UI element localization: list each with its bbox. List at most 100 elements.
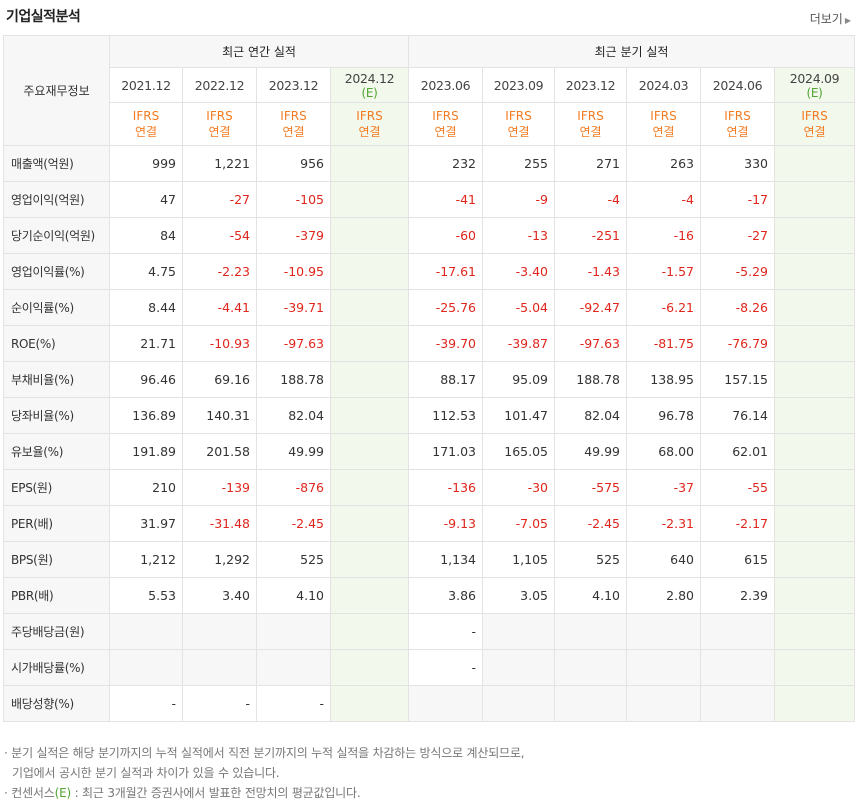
table-cell: -5.04 — [482, 289, 555, 326]
table-cell: -10.95 — [256, 253, 331, 290]
table-row: PER(배) 31.97 -31.48 -2.45 -9.13 -7.05 -2.45 -2.… — [3, 505, 856, 542]
table-cell: -4 — [554, 181, 627, 218]
table-row: ROE(%) 21.71 -10.93 -97.63 -39.70 -39.87 -97.6… — [3, 325, 856, 362]
period-label: 2024.09 — [789, 70, 840, 86]
table-cell: 5.53 — [109, 577, 183, 614]
table-cell — [330, 649, 409, 686]
table-cell: -39.71 — [256, 289, 331, 326]
table-cell — [330, 505, 409, 542]
table-cell: 232 — [408, 145, 483, 182]
table-cell — [330, 397, 409, 434]
row-label: 매출액(억원) — [3, 145, 110, 182]
ifrs-label: IFRS — [432, 109, 459, 123]
table-cell: 3.40 — [182, 577, 257, 614]
table-row: 시가배당률(%) - — [3, 649, 856, 686]
note-1: · 분기 실적은 해당 분기까지의 누적 실적에서 직전 분기까지의 누적 실적… — [4, 746, 525, 760]
table-cell — [330, 433, 409, 470]
ifrs-label: IFRS — [650, 109, 677, 123]
table-cell — [700, 649, 775, 686]
table-cell: 525 — [554, 541, 627, 578]
period-label: 2021.12 — [121, 77, 171, 93]
table-cell: 255 — [482, 145, 555, 182]
table-cell: 96.46 — [109, 361, 183, 398]
table-row: EPS(원) 210 -139 -876 -136 -30 -575 -37 -55 — [3, 469, 856, 506]
table-cell — [554, 649, 627, 686]
table-cell: -17 — [700, 181, 775, 218]
table-cell: 171.03 — [408, 433, 483, 470]
row-label: 영업이익(억원) — [3, 181, 110, 218]
table-cell: 188.78 — [256, 361, 331, 398]
table-cell: 615 — [700, 541, 775, 578]
table-cell: 1,134 — [408, 541, 483, 578]
table-cell: 95.09 — [482, 361, 555, 398]
period-label: 2024.03 — [638, 77, 689, 93]
table-cell: -3.40 — [482, 253, 555, 290]
table-cell: 96.78 — [626, 397, 701, 434]
table-cell: -81.75 — [626, 325, 701, 362]
table-cell: 101.47 — [482, 397, 555, 434]
table-cell — [482, 649, 555, 686]
row-label: PBR(배) — [3, 577, 110, 614]
table-cell — [482, 613, 555, 650]
table-cell: 68.00 — [626, 433, 701, 470]
table-cell — [773, 397, 856, 434]
period-label: 2023.09 — [493, 77, 544, 93]
table-cell: -2.23 — [182, 253, 257, 290]
table-cell: 3.86 — [408, 577, 483, 614]
consolidated-label: 연결 — [579, 125, 602, 139]
table-cell: -8.26 — [700, 289, 775, 326]
more-link[interactable]: 더보기 ▶ — [810, 10, 851, 27]
row-label: 순이익률(%) — [3, 289, 110, 326]
row-label: ROE(%) — [3, 325, 110, 362]
table-cell — [256, 613, 331, 650]
table-cell: - — [182, 685, 257, 722]
table-cell: -2.31 — [626, 505, 701, 542]
table-cell — [330, 217, 409, 254]
table-row: 순이익률(%) 8.44 -4.41 -39.71 -25.76 -5.04 -92.47-… — [3, 289, 856, 326]
table-cell: -10.93 — [182, 325, 257, 362]
table-cell: -97.63 — [256, 325, 331, 362]
table-cell: -31.48 — [182, 505, 257, 542]
consolidated-label: 연결 — [726, 125, 749, 139]
table-cell: 2.39 — [700, 577, 775, 614]
table-cell — [554, 613, 627, 650]
row-label: 당기순이익(억원) — [3, 217, 110, 254]
table-cell: 82.04 — [256, 397, 331, 434]
estimate-mark: (E) — [361, 85, 378, 100]
ifrs-badge: IFRS 연결 — [408, 102, 483, 146]
consolidated-label: 연결 — [434, 125, 457, 139]
table-cell: 956 — [256, 145, 331, 182]
table-cell: -39.70 — [408, 325, 483, 362]
table-cell — [773, 505, 856, 542]
ifrs-badge: IFRS 연결 — [182, 102, 257, 146]
table-cell: 47 — [109, 181, 183, 218]
table-cell: 62.01 — [700, 433, 775, 470]
row-label: 당좌비율(%) — [3, 397, 110, 434]
table-cell: 2.80 — [626, 577, 701, 614]
table-row: PBR(배) 5.53 3.40 4.10 3.86 3.05 4.10 2.80 2.39 — [3, 577, 856, 614]
row-label: 부채비율(%) — [3, 361, 110, 398]
table-cell — [182, 649, 257, 686]
table-cell: -6.21 — [626, 289, 701, 326]
table-cell: - — [408, 613, 483, 650]
table-cell — [330, 181, 409, 218]
table-cell: 76.14 — [700, 397, 775, 434]
table-cell: 49.99 — [554, 433, 627, 470]
table-cell — [773, 289, 856, 326]
table-cell: -9.13 — [408, 505, 483, 542]
note-3-prefix: · 컨센서스 — [4, 786, 55, 800]
table-cell: 49.99 — [256, 433, 331, 470]
table-cell: -876 — [256, 469, 331, 506]
table-cell: 263 — [626, 145, 701, 182]
table-cell — [773, 145, 856, 182]
table-cell: 84 — [109, 217, 183, 254]
table-cell — [330, 145, 409, 182]
table-row: BPS(원) 1,212 1,292 525 1,134 1,105 525 640 615 — [3, 541, 856, 578]
table-cell: 157.15 — [700, 361, 775, 398]
table-cell — [330, 361, 409, 398]
note-3-suffix: : 최근 3개월간 증권사에서 발표한 전망치의 평균값입니다. — [70, 786, 361, 800]
table-cell — [773, 433, 856, 470]
corner-header: 주요재무정보 — [3, 35, 110, 146]
ifrs-badge: IFRS 연결 — [700, 102, 775, 146]
table-cell — [773, 217, 856, 254]
